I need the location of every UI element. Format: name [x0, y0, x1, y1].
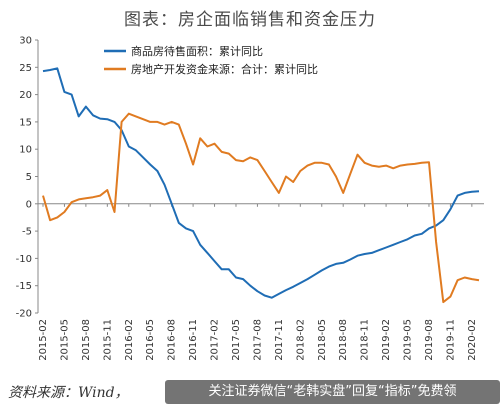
- wechat-watermark-banner: 关注证券微信“老韩实盘”回复“指标”免费领: [165, 380, 500, 404]
- x-tick-label: 2020-02: [467, 319, 478, 361]
- y-tick-label: 25: [19, 63, 32, 74]
- y-tick-label: 30: [19, 36, 32, 47]
- x-tick-label: 2018-11: [360, 319, 371, 361]
- x-tick-label: 2019-08: [424, 319, 435, 361]
- x-tick-label: 2018-02: [295, 319, 306, 361]
- x-tick-label: 2018-05: [317, 319, 328, 361]
- x-tick-label: 2017-02: [210, 319, 221, 361]
- x-tick-label: 2015-11: [102, 319, 113, 361]
- x-tick-label: 2016-11: [188, 319, 199, 361]
- x-tick-label: 2016-05: [145, 319, 156, 361]
- x-tick-label: 2019-11: [445, 319, 456, 361]
- y-tick-label: -10: [16, 254, 32, 265]
- y-tick-label: 0: [26, 199, 32, 210]
- y-tick-label: -5: [22, 227, 32, 238]
- chart-title: 图表：房企面临销售和资金压力: [124, 10, 376, 30]
- x-tick-label: 2019-02: [381, 319, 392, 361]
- x-tick-label: 2015-02: [38, 319, 49, 361]
- legend-label-1: 房地产开发资金来源：合计：累计同比: [131, 62, 318, 76]
- x-tick-label: 2017-08: [252, 319, 263, 361]
- x-tick-label: 2017-11: [274, 319, 285, 361]
- y-tick-label: 20: [19, 90, 32, 101]
- y-tick-label: 15: [19, 117, 32, 128]
- source-note: 资料来源：Wind，: [8, 385, 129, 401]
- x-tick-label: 2017-05: [231, 319, 242, 361]
- x-tick-label: 2015-05: [59, 319, 70, 361]
- series-line-0: [42, 67, 480, 299]
- x-tick-label: 2019-05: [403, 319, 414, 361]
- x-tick-label: 2016-08: [167, 319, 178, 361]
- series-line-1: [42, 112, 480, 304]
- y-tick-label: 10: [19, 145, 32, 156]
- x-tick-label: 2018-08: [338, 319, 349, 361]
- y-tick-label: -20: [16, 309, 32, 320]
- x-tick-label: 2016-02: [124, 319, 135, 361]
- x-tick-label: 2015-08: [81, 319, 92, 361]
- y-tick-label: -15: [16, 281, 32, 292]
- legend-label-0: 商品房待售面积：累计同比: [131, 44, 263, 58]
- y-tick-label: 5: [26, 172, 32, 183]
